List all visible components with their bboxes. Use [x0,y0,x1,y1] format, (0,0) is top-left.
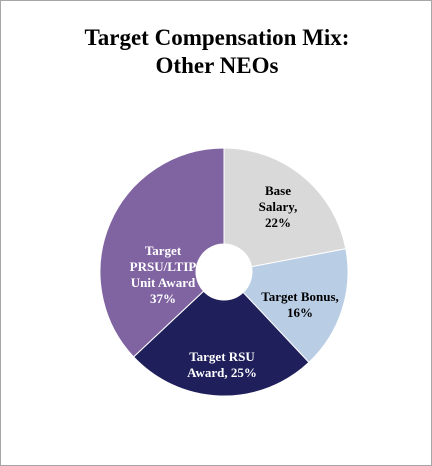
slice-value: 37% [150,291,176,306]
data-label: Target PRSU/LTIP Unit Award 37% [121,243,205,307]
pie-slice [223,147,347,268]
slice-name: Target PRSU/LTIP Unit Award [129,243,197,290]
data-label: Base Salary, 22% [247,183,309,231]
pie-slice [132,290,310,397]
pie-slice [99,147,225,358]
data-label: Target Bonus, 16% [254,289,346,321]
data-label: Target RSU Award, 25% [180,349,264,381]
slice-value: 16% [287,305,313,320]
pie-slice [242,248,349,364]
slice-name: Base Salary, [258,183,298,214]
slice-name: Target Bonus, [261,289,339,304]
slice-value: 25% [230,365,257,380]
slice-name: Target RSU Award, [187,349,255,380]
slice-value: 22% [265,215,291,230]
chart-title: Target Compensation Mix: Other NEOs [84,25,350,78]
